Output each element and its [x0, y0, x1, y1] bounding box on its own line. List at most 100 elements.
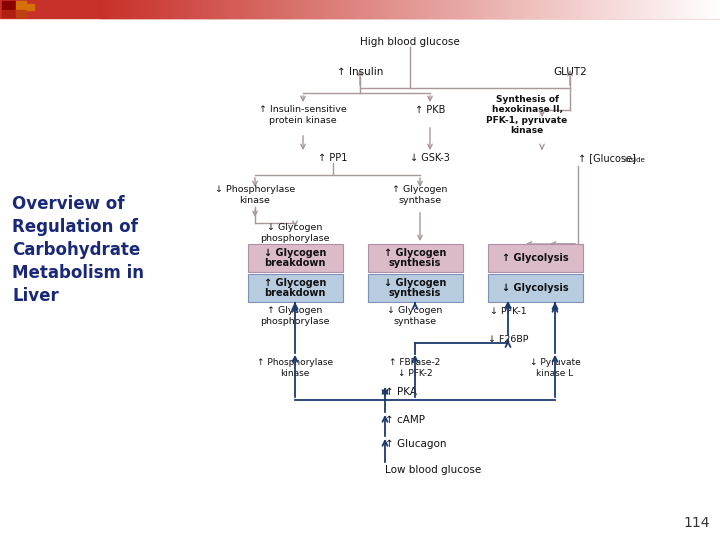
Text: synthesis: synthesis	[389, 288, 441, 298]
FancyBboxPatch shape	[248, 244, 343, 272]
Bar	[711, 0, 714, 18]
Bar	[670, 0, 673, 18]
Bar	[397, 0, 401, 18]
Bar	[580, 0, 584, 18]
Bar	[618, 0, 621, 18]
Bar	[171, 0, 174, 18]
Bar	[704, 0, 708, 18]
FancyBboxPatch shape	[248, 274, 343, 302]
Bar	[178, 0, 181, 18]
Bar	[528, 0, 531, 18]
Text: 114: 114	[683, 516, 710, 530]
Bar	[286, 0, 289, 18]
Bar	[401, 0, 404, 18]
Text: ↑ cAMP: ↑ cAMP	[385, 415, 425, 425]
Bar	[624, 0, 627, 18]
Bar	[336, 0, 338, 18]
Bar	[302, 0, 305, 18]
Bar	[602, 0, 606, 18]
Bar	[289, 0, 292, 18]
Bar	[392, 0, 395, 18]
Bar	[186, 0, 190, 18]
FancyBboxPatch shape	[367, 274, 462, 302]
Text: ↓ Glycolysis: ↓ Glycolysis	[502, 283, 568, 293]
Bar	[686, 0, 689, 18]
Text: ↑ [Glucose]: ↑ [Glucose]	[578, 153, 636, 163]
Bar	[224, 0, 227, 18]
Bar	[276, 0, 280, 18]
Bar	[652, 0, 655, 18]
Bar	[326, 0, 330, 18]
Bar	[534, 0, 537, 18]
Bar	[444, 0, 447, 18]
Bar	[419, 0, 423, 18]
Bar	[218, 0, 221, 18]
Bar	[255, 0, 258, 18]
Bar	[655, 0, 658, 18]
Bar	[385, 0, 388, 18]
Bar	[227, 0, 230, 18]
Text: ↓ Pyruvate
kinase L: ↓ Pyruvate kinase L	[530, 359, 580, 377]
Bar	[168, 0, 171, 18]
Bar	[107, 0, 109, 18]
Text: ↑ FBPase-2
↓ PFK-2: ↑ FBPase-2 ↓ PFK-2	[390, 359, 441, 377]
Bar	[432, 0, 435, 18]
Bar	[243, 0, 246, 18]
Bar	[190, 0, 193, 18]
Text: ↓ Glycogen
phosphorylase: ↓ Glycogen phosphorylase	[260, 224, 330, 242]
Bar	[450, 0, 454, 18]
Bar	[426, 0, 428, 18]
Text: ↑ Phosphorylase
kinase: ↑ Phosphorylase kinase	[257, 359, 333, 377]
Bar	[202, 0, 205, 18]
Bar	[159, 0, 162, 18]
Bar	[658, 0, 661, 18]
Bar	[199, 0, 202, 18]
Text: ↑ Glycogen: ↑ Glycogen	[264, 278, 326, 288]
Bar	[307, 0, 311, 18]
Bar	[221, 0, 224, 18]
Bar	[230, 0, 233, 18]
Bar	[454, 0, 456, 18]
Text: ↑ PP1: ↑ PP1	[318, 153, 348, 163]
Bar	[553, 0, 556, 18]
Text: ↑ Glycogen: ↑ Glycogen	[384, 248, 446, 258]
Text: inside: inside	[624, 157, 644, 163]
Bar	[205, 0, 209, 18]
FancyBboxPatch shape	[367, 244, 462, 272]
Bar	[701, 0, 704, 18]
Bar	[544, 0, 546, 18]
Bar	[475, 0, 478, 18]
Bar	[615, 0, 618, 18]
Bar	[298, 0, 302, 18]
Bar	[717, 0, 720, 18]
Bar	[661, 0, 665, 18]
Bar	[562, 0, 565, 18]
Bar	[162, 0, 165, 18]
Bar	[357, 0, 361, 18]
Bar	[342, 0, 345, 18]
Bar	[590, 0, 593, 18]
Bar	[140, 0, 143, 18]
Bar	[138, 0, 140, 18]
Text: ↑ PKA: ↑ PKA	[385, 387, 417, 397]
Bar	[423, 0, 426, 18]
Bar	[215, 0, 217, 18]
Bar	[103, 0, 107, 18]
Bar	[320, 0, 323, 18]
Bar	[708, 0, 711, 18]
Bar	[2, 1, 15, 10]
Bar	[466, 0, 469, 18]
Bar	[271, 0, 274, 18]
Bar	[490, 0, 494, 18]
Bar	[143, 0, 146, 18]
Bar	[153, 0, 156, 18]
Text: ↓ PFK-1: ↓ PFK-1	[490, 307, 526, 315]
Bar	[146, 0, 150, 18]
Bar	[274, 0, 276, 18]
Bar	[506, 0, 509, 18]
Bar	[369, 0, 373, 18]
Bar	[525, 0, 528, 18]
Bar	[264, 0, 267, 18]
Bar	[361, 0, 364, 18]
Text: GLUT2: GLUT2	[553, 67, 587, 77]
